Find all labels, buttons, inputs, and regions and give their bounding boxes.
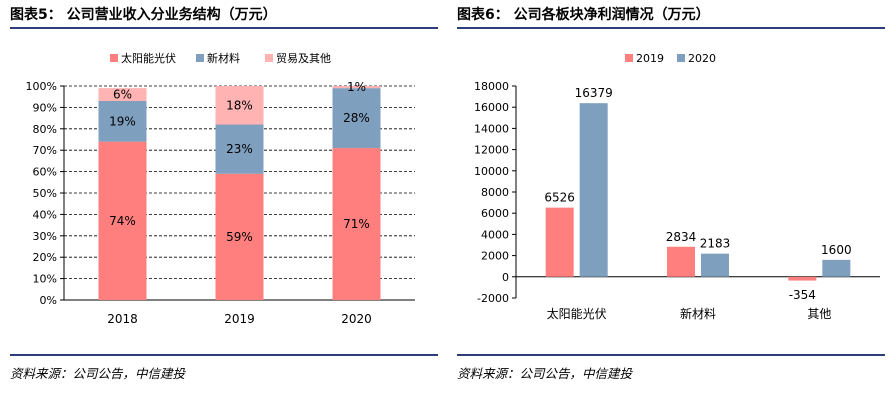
y-tick-label: 20%	[33, 251, 57, 264]
legend-swatch-2019	[625, 54, 633, 62]
data-label-2018-2: 6%	[113, 88, 132, 102]
x-tick-label: 太阳能光伏	[547, 306, 607, 321]
y-tick-label: 4000	[481, 228, 509, 241]
data-label-2-2020: 1600	[821, 243, 852, 257]
data-label-2018-1: 19%	[109, 114, 136, 128]
data-label-2018-0: 74%	[109, 214, 136, 228]
y-tick-label: 70%	[33, 144, 57, 157]
bar-2020-1	[332, 88, 381, 149]
legend-label-0: 太阳能光伏	[121, 51, 176, 65]
data-label-0-2020: 16379	[575, 86, 613, 100]
x-tick-label: 2020	[341, 312, 372, 326]
data-label-2020-1: 28%	[343, 111, 370, 125]
y-tick-label: 10%	[33, 273, 57, 286]
legend-label-2019: 2019	[636, 52, 664, 65]
data-label-0-2019: 6526	[544, 191, 575, 205]
data-label-1-2020: 2183	[700, 237, 731, 251]
y-tick-label: 90%	[33, 101, 57, 114]
bar-2-2020	[822, 259, 851, 277]
left-source-rule	[10, 354, 438, 356]
y-tick-label: 50%	[33, 187, 57, 200]
bar-2020-0	[332, 148, 381, 300]
y-tick-label: 30%	[33, 230, 57, 243]
data-label-2-2019: -354	[789, 288, 816, 302]
y-tick-label: 0%	[40, 294, 57, 307]
bar-2018-1	[98, 100, 147, 142]
y-tick-label: 14000	[474, 122, 509, 135]
left-source-note: 资料来源：公司公告，中信建投	[10, 366, 186, 381]
right-source-rule	[457, 354, 885, 356]
y-tick-label: 8000	[481, 186, 509, 199]
y-tick-label: 40%	[33, 208, 57, 221]
y-tick-label: 80%	[33, 123, 57, 136]
data-label-1-2019: 2834	[666, 230, 697, 244]
y-tick-label: 100%	[26, 80, 57, 93]
legend-swatch-2	[265, 54, 273, 62]
legend-label-2: 贸易及其他	[276, 52, 331, 65]
left-title-rule	[10, 27, 438, 29]
y-tick-label: 12000	[474, 144, 509, 157]
y-tick-label: 60%	[33, 166, 57, 179]
data-label-2019-2: 18%	[226, 98, 253, 112]
bar-2019-1	[215, 124, 264, 174]
bar-0-2020	[579, 103, 608, 277]
bar-2020-2	[332, 86, 381, 89]
y-tick-label: 16000	[474, 101, 509, 114]
bar-2018-0	[98, 141, 147, 300]
bar-0-2019	[545, 207, 574, 277]
x-tick-label: 新材料	[680, 306, 716, 321]
y-tick-label: 18000	[474, 80, 509, 93]
y-tick-label: 0	[502, 271, 509, 284]
x-tick-label: 2019	[224, 312, 255, 326]
bar-2-2019	[788, 276, 817, 281]
legend-label-1: 新材料	[207, 51, 240, 65]
data-label-2019-0: 59%	[226, 230, 253, 244]
right-source-note: 资料来源：公司公告，中信建投	[457, 366, 633, 381]
x-tick-label: 2018	[107, 312, 138, 326]
x-tick-label: 其他	[807, 307, 831, 321]
data-label-2020-2: 1%	[347, 80, 366, 94]
data-label-2019-1: 23%	[226, 142, 253, 156]
y-tick-label: 2000	[481, 250, 509, 263]
right-figure-title: 图表6： 公司各板块净利润情况（万元）	[457, 7, 710, 23]
bar-1-2019	[667, 246, 695, 277]
data-label-2020-0: 71%	[343, 217, 370, 231]
legend-swatch-1	[196, 54, 204, 62]
legend-swatch-0	[110, 54, 118, 62]
bar-2019-0	[215, 173, 264, 300]
right-title-rule	[457, 27, 885, 29]
y-tick-label: 10000	[474, 165, 509, 178]
y-tick-label: 6000	[481, 207, 509, 220]
legend-swatch-2020	[677, 54, 685, 62]
bar-2018-2	[98, 88, 147, 101]
bar-1-2020	[701, 253, 729, 277]
y-tick-label: -2000	[477, 292, 509, 305]
bar-2019-2	[215, 86, 264, 125]
left-figure-title: 图表5： 公司营业收入分业务结构（万元）	[10, 7, 277, 23]
legend-label-2020: 2020	[688, 52, 716, 65]
